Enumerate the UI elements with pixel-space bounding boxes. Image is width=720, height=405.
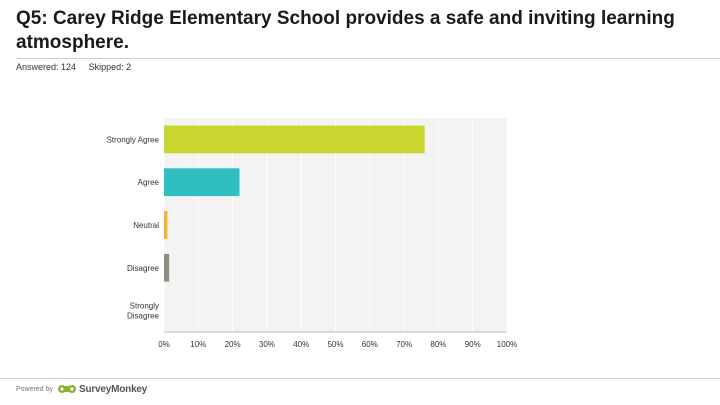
skipped-count: Skipped: 2	[88, 62, 132, 72]
footer: Powered by SurveyMonkey	[16, 383, 147, 395]
bar-neutral	[164, 211, 168, 239]
bar-agree	[164, 168, 240, 197]
x-tick-label: 80%	[430, 340, 446, 349]
category-label: Disagree	[127, 312, 160, 321]
x-tick-label: 100%	[497, 340, 517, 349]
answered-count: Answered: 124	[16, 62, 77, 72]
x-tick-label: 60%	[362, 340, 378, 349]
x-tick-label: 40%	[293, 340, 309, 349]
category-label: Strongly Agree	[107, 135, 160, 144]
powered-by-label: Powered by	[16, 385, 53, 393]
x-tick-label: 50%	[327, 340, 343, 349]
question-title: Q5: Carey Ridge Elementary School provid…	[16, 8, 675, 53]
response-stats: Answered: 124 Skipped: 2	[16, 62, 141, 72]
x-tick-label: 30%	[259, 340, 275, 349]
brand-name: SurveyMonkey	[78, 383, 148, 395]
surveymonkey-logo-icon	[57, 385, 76, 393]
footer-divider	[0, 378, 720, 379]
category-label: Disagree	[127, 264, 160, 273]
category-label: Neutral	[133, 221, 159, 230]
x-tick-label: 10%	[190, 340, 206, 349]
bar-chart: Strongly AgreeAgreeNeutralDisagreeStrong…	[107, 118, 517, 349]
bar-disagree	[164, 253, 170, 282]
category-label: Strongly	[130, 302, 159, 311]
x-tick-label: 70%	[396, 340, 412, 349]
bar-strongly-agree	[164, 125, 425, 154]
title-divider	[16, 58, 720, 59]
x-tick-label: 90%	[465, 340, 481, 349]
x-tick-label: 0%	[158, 340, 170, 349]
category-label: Agree	[138, 178, 160, 187]
x-tick-label: 20%	[225, 340, 241, 349]
